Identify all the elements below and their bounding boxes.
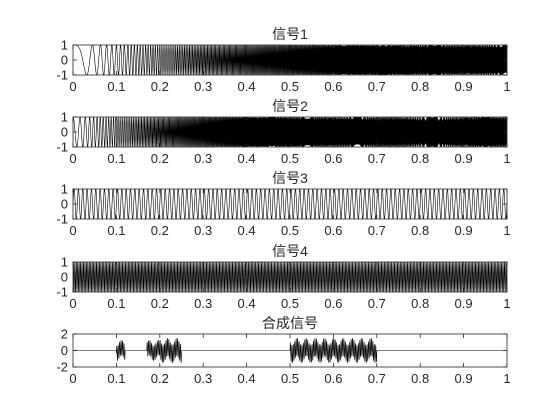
x-tick-label: 0.1 [107,296,125,311]
x-tick-label: 0.9 [455,151,473,166]
x-tick-label: 0.9 [455,296,473,311]
x-tick-label: 0.1 [107,79,125,94]
x-tick-label: 0.4 [238,151,256,166]
x-tick-label: 0.5 [281,79,299,94]
x-tick-label: 0.6 [324,223,342,238]
x-tick-label: 0.2 [151,371,169,386]
y-tick-label: -1 [56,140,68,155]
x-tick-label: 0.4 [238,296,256,311]
x-tick-label: 0.6 [324,79,342,94]
x-tick-label: 0 [69,151,76,166]
y-tick-label: 1 [61,38,68,53]
x-tick-label: 0.2 [151,223,169,238]
y-tick-label: 0 [61,125,68,140]
subplot-title: 信号3 [272,170,308,186]
x-tick-label: 0.5 [281,151,299,166]
y-tick-label: 0 [61,53,68,68]
x-tick-label: 0.2 [151,151,169,166]
x-tick-label: 1 [503,79,510,94]
signal-line-4 [73,262,507,292]
x-tick-label: 0.2 [151,296,169,311]
x-tick-label: 0.2 [151,79,169,94]
signal-line-3 [73,189,507,219]
signal-line-2 [73,117,507,147]
x-tick-label: 0.4 [238,79,256,94]
x-tick-label: 0.5 [281,296,299,311]
x-tick-label: 0.9 [455,79,473,94]
y-tick-label: 1 [61,182,68,197]
x-tick-label: 1 [503,223,510,238]
y-tick-label: 0 [61,343,68,358]
signal-line-5 [73,337,507,364]
x-tick-label: 0 [69,223,76,238]
x-tick-label: 1 [503,296,510,311]
x-tick-label: 0.3 [194,223,212,238]
x-tick-label: 0 [69,296,76,311]
y-tick-label: -1 [56,285,68,300]
x-tick-label: 0.9 [455,223,473,238]
x-tick-label: 0.8 [411,371,429,386]
x-tick-label: 0.3 [194,79,212,94]
y-tick-label: 0 [61,197,68,212]
x-tick-label: 0.1 [107,371,125,386]
y-tick-label: -1 [56,212,68,227]
x-tick-label: 0.8 [411,223,429,238]
x-tick-label: 0 [69,371,76,386]
x-tick-label: 0.7 [368,151,386,166]
x-tick-label: 0.4 [238,371,256,386]
x-tick-label: 0.3 [194,371,212,386]
x-tick-label: 0.8 [411,79,429,94]
x-tick-label: 0.8 [411,151,429,166]
x-tick-label: 0.6 [324,371,342,386]
x-tick-label: 1 [503,371,510,386]
x-tick-label: 0.3 [194,151,212,166]
x-tick-label: 0 [69,79,76,94]
x-tick-label: 0.3 [194,296,212,311]
y-tick-label: 2 [61,327,68,342]
y-tick-label: 1 [61,110,68,125]
x-tick-label: 0.7 [368,371,386,386]
y-tick-label: 1 [61,255,68,270]
subplot-title: 信号1 [272,26,308,42]
x-tick-label: 0.5 [281,371,299,386]
x-tick-label: 0.8 [411,296,429,311]
x-tick-label: 0.6 [324,151,342,166]
x-tick-label: 0.7 [368,79,386,94]
x-tick-label: 0.5 [281,223,299,238]
x-tick-label: 0.6 [324,296,342,311]
signal-line-1 [73,45,507,75]
y-tick-label: -2 [56,360,68,375]
y-tick-label: -1 [56,68,68,83]
y-tick-label: 0 [61,270,68,285]
x-tick-label: 0.4 [238,223,256,238]
x-tick-label: 0.1 [107,223,125,238]
x-tick-label: 0.7 [368,223,386,238]
x-tick-label: 0.9 [455,371,473,386]
subplot-title: 合成信号 [262,315,318,331]
x-tick-label: 0.7 [368,296,386,311]
subplot-title: 信号4 [272,243,308,259]
subplot-title: 信号2 [272,98,308,114]
x-tick-label: 0.1 [107,151,125,166]
x-tick-label: 1 [503,151,510,166]
